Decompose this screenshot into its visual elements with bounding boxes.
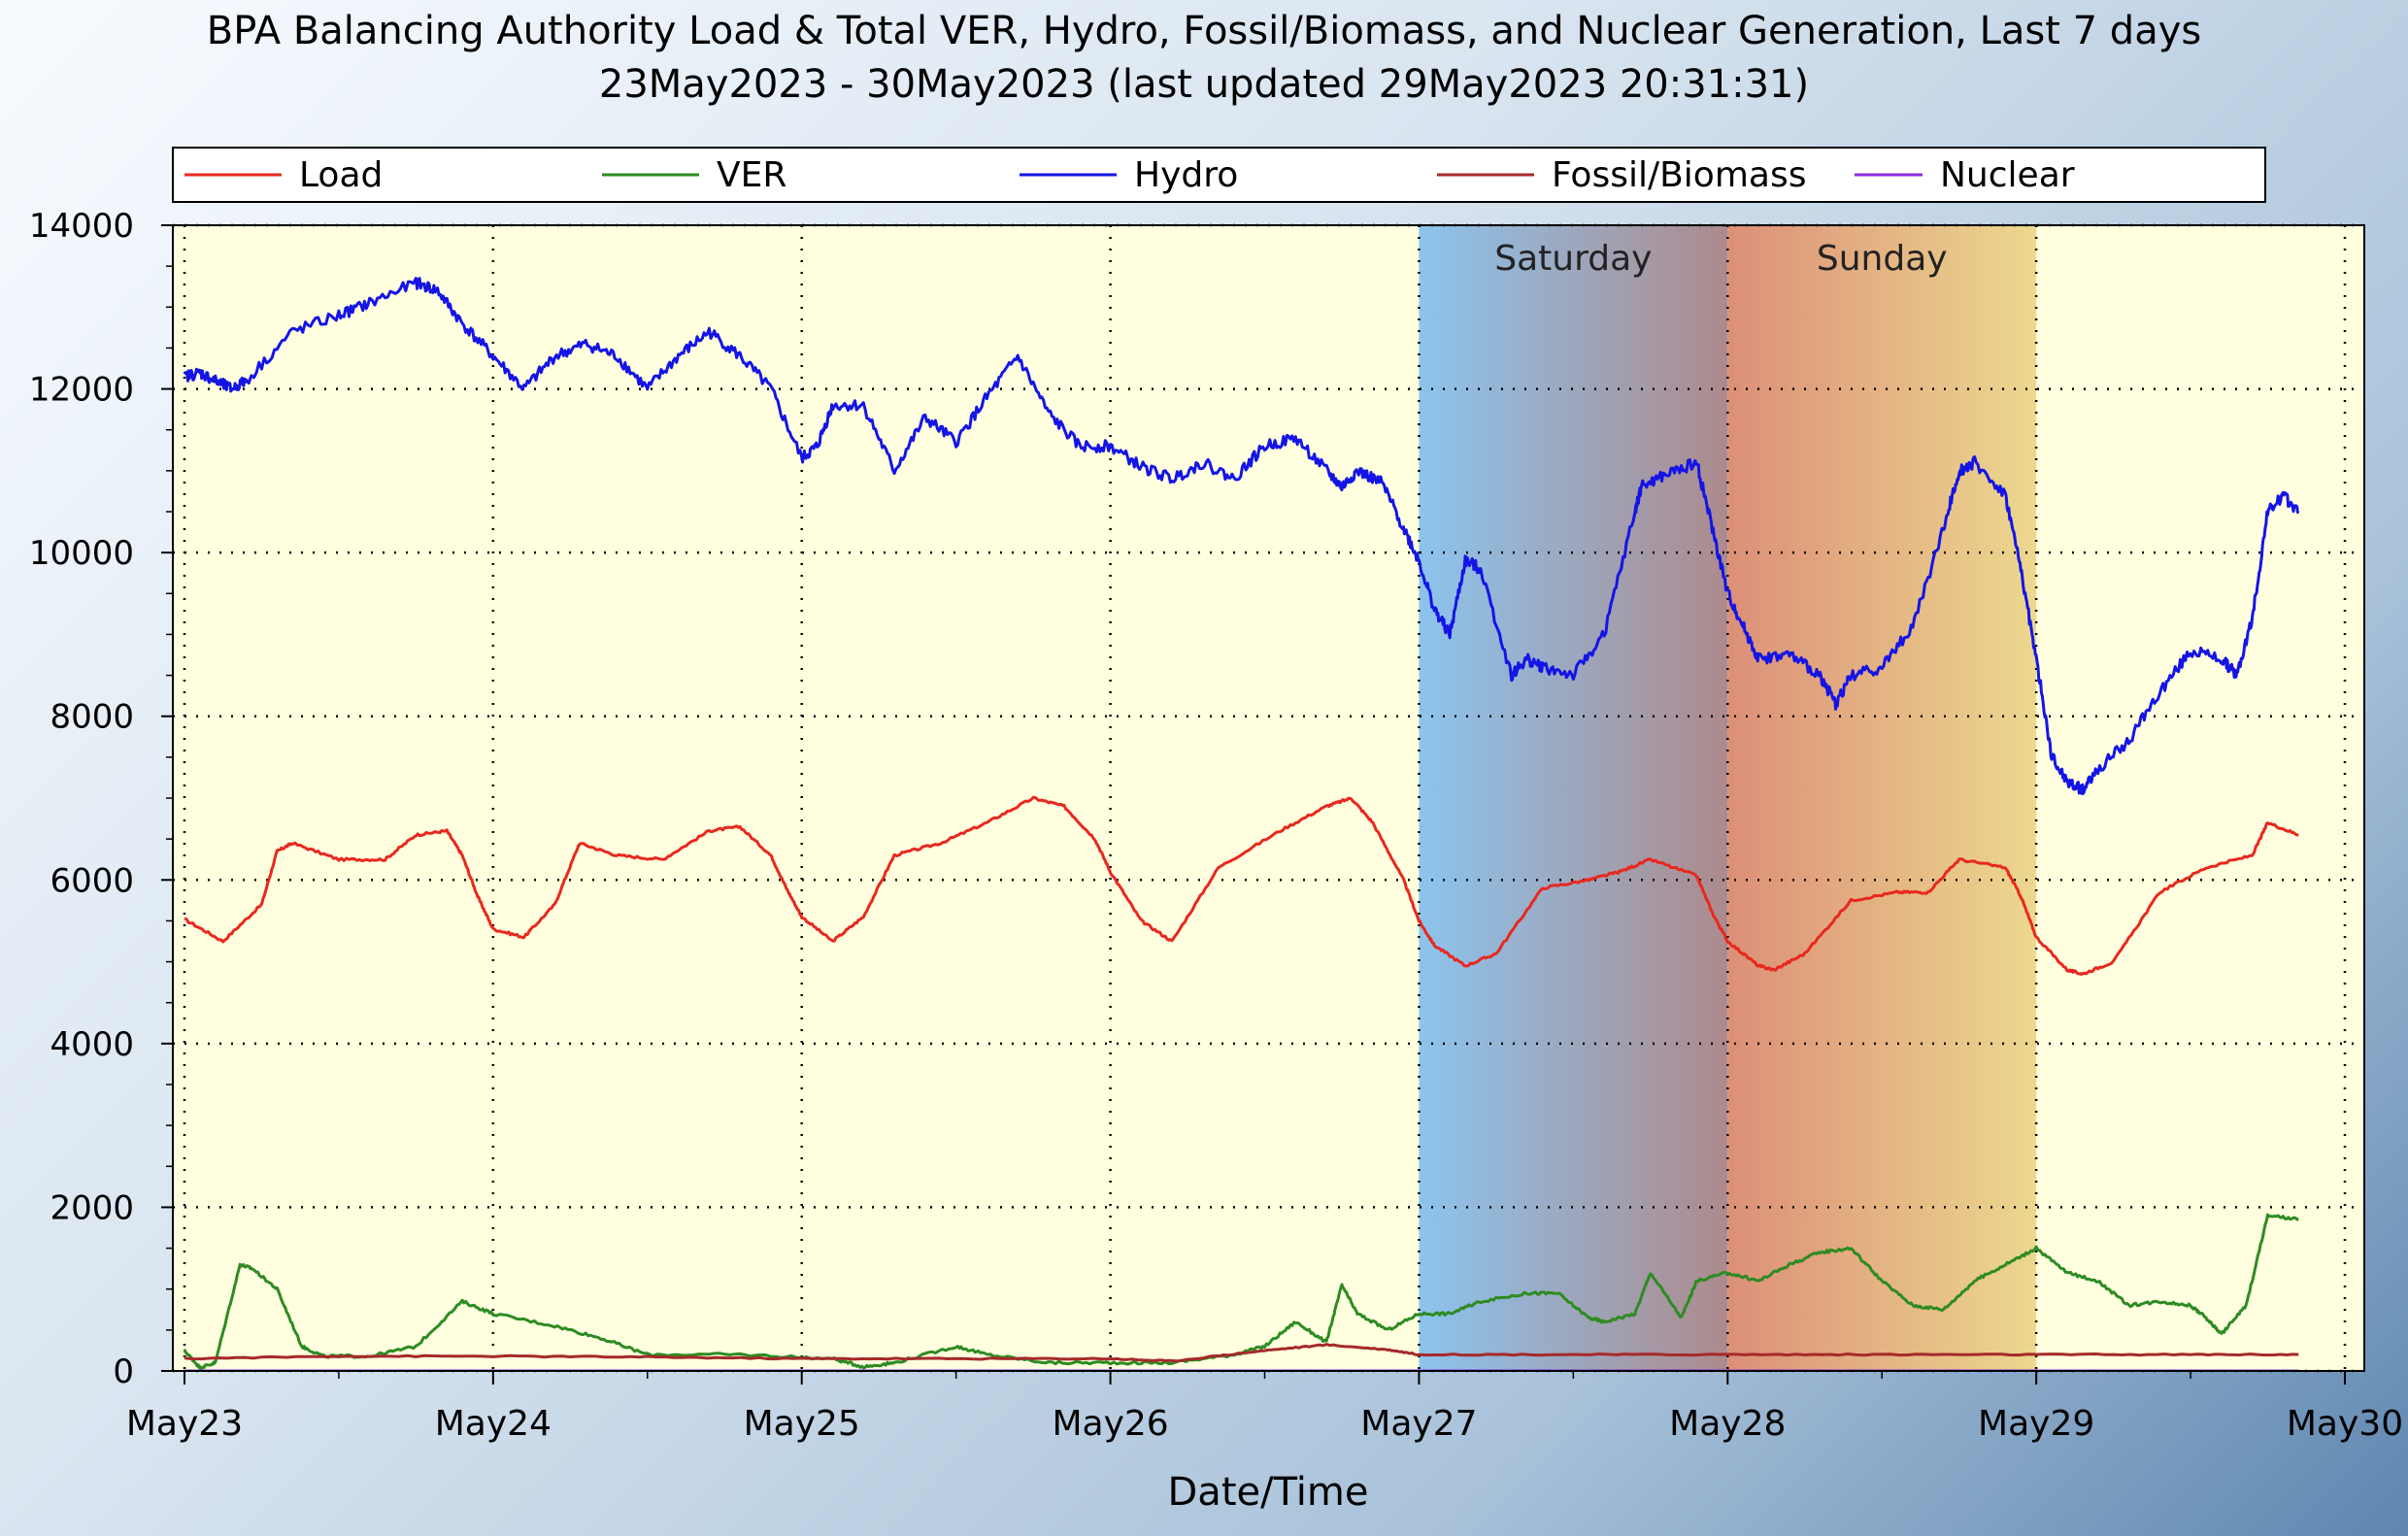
legend: Load VER Hydro Fossil/Biomass Nuclear bbox=[172, 147, 2266, 203]
weekend-band-label: Saturday bbox=[1494, 239, 1652, 279]
weekend-band-label: Sunday bbox=[1817, 239, 1948, 279]
legend-label: Fossil/Biomass bbox=[1552, 155, 1806, 195]
legend-label: Nuclear bbox=[1940, 155, 2075, 195]
y-tick-label: 0 bbox=[113, 1352, 134, 1391]
series-line-load bbox=[184, 795, 2299, 976]
chart-subtitle: 23May2023 - 30May2023 (last updated 29Ma… bbox=[599, 62, 1809, 107]
x-tick-label: May26 bbox=[1052, 1404, 1168, 1444]
y-tick-label: 6000 bbox=[50, 861, 134, 900]
x-tick-label: May25 bbox=[744, 1404, 860, 1444]
series-line-ver bbox=[183, 1213, 2299, 1371]
legend-label: VER bbox=[717, 155, 786, 195]
weekend-band-sunday bbox=[1727, 225, 2037, 1371]
y-tick-label: 12000 bbox=[29, 371, 134, 410]
series-line-fossil-biomass bbox=[184, 1343, 2299, 1363]
legend-label: Hydro bbox=[1134, 155, 1238, 195]
legend-label: Load bbox=[299, 155, 383, 195]
x-tick-label: May28 bbox=[1669, 1404, 1786, 1444]
y-tick-label: 10000 bbox=[29, 534, 134, 573]
y-tick-label: 8000 bbox=[50, 698, 134, 737]
series-line-hydro bbox=[183, 277, 2300, 795]
x-tick-label: May29 bbox=[1978, 1404, 2094, 1444]
y-tick-label: 2000 bbox=[50, 1188, 134, 1227]
x-tick-label: May24 bbox=[435, 1404, 552, 1444]
x-tick-label: May27 bbox=[1360, 1404, 1477, 1444]
y-tick-label: 14000 bbox=[29, 207, 134, 246]
x-tick-label: May23 bbox=[126, 1404, 243, 1444]
x-axis-title: Date/Time bbox=[1168, 1470, 1369, 1515]
chart-title: BPA Balancing Authority Load & Total VER… bbox=[207, 9, 2201, 53]
weekend-band-saturday bbox=[1419, 225, 1728, 1371]
x-tick-label: May30 bbox=[2287, 1404, 2403, 1444]
y-tick-label: 4000 bbox=[50, 1025, 134, 1064]
